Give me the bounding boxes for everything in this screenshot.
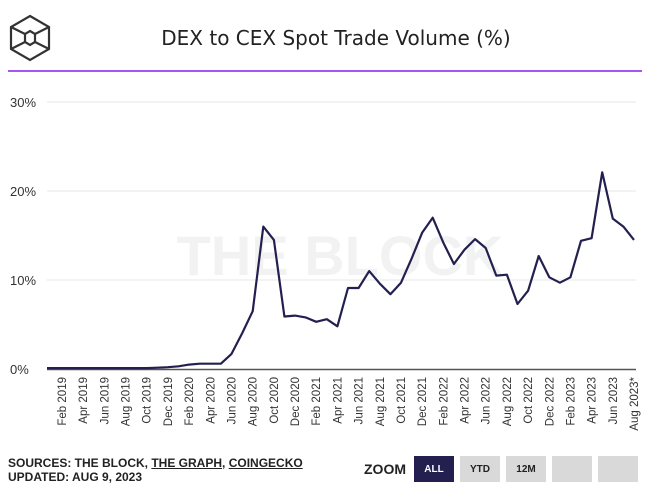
y-tick-label: 10%: [10, 273, 36, 288]
x-tick-label: Feb 2021: [311, 377, 323, 426]
x-tick-label: Oct 2021: [396, 377, 408, 424]
zoom-all-button[interactable]: ALL: [414, 456, 454, 482]
x-tick-label: Oct 2020: [269, 377, 281, 424]
zoom-button-5[interactable]: [598, 456, 638, 482]
chart-title: DEX to CEX Spot Trade Volume (%): [161, 26, 511, 50]
zoom-label: ZOOM: [364, 461, 406, 477]
source-link-the-graph[interactable]: THE GRAPH: [151, 456, 223, 470]
the-block-logo-icon: [9, 14, 51, 62]
zoom-controls: ZOOM ALL YTD 12M: [364, 456, 638, 482]
x-tick-label: Jun 2020: [226, 377, 238, 424]
x-tick-label: Jun 2023: [608, 377, 620, 424]
line-chart: THE BLOCK 0% 10% 20% 30% Feb 2019 Apr 2019 Jun …: [10, 95, 641, 431]
watermark: THE BLOCK: [177, 224, 504, 287]
x-tick-label: Feb 2022: [438, 377, 450, 426]
x-tick-label: Dec 2021: [417, 377, 429, 426]
x-tick-label: Aug 2023*: [629, 376, 641, 430]
x-tick-label: Aug 2021: [375, 377, 387, 426]
x-tick-label: Feb 2023: [565, 377, 577, 426]
x-tick-label: Feb 2019: [57, 377, 69, 426]
x-tick-label: Apr 2019: [78, 377, 90, 424]
y-tick-label: 20%: [10, 184, 36, 199]
zoom-button-4[interactable]: [552, 456, 592, 482]
x-tick-label: Apr 2020: [205, 377, 217, 424]
footer-sources: SOURCES: THE BLOCK, THE GRAPH, COINGECKO…: [8, 456, 303, 484]
x-tick-label: Dec 2019: [163, 377, 175, 426]
zoom-ytd-button[interactable]: YTD: [460, 456, 500, 482]
y-tick-label: 30%: [10, 95, 36, 110]
x-tick-label: Apr 2023: [587, 377, 599, 424]
x-tick-label: Oct 2022: [523, 377, 535, 424]
zoom-12m-button[interactable]: 12M: [506, 456, 546, 482]
x-tick-label: Apr 2021: [332, 377, 344, 424]
x-tick-label: Dec 2022: [544, 377, 556, 426]
source-link-coingecko[interactable]: COINGECKO: [228, 456, 303, 470]
x-tick-label: Oct 2019: [142, 377, 154, 424]
x-tick-label: Aug 2020: [248, 377, 260, 426]
updated-date: UPDATED: AUG 9, 2023: [8, 470, 143, 484]
sources-label: SOURCES: THE BLOCK,: [8, 456, 152, 470]
x-tick-label: Apr 2022: [460, 377, 472, 424]
series-line: [47, 171, 635, 370]
x-tick-label: Jun 2022: [481, 377, 493, 424]
y-tick-label: 0%: [10, 362, 29, 377]
title-divider: [8, 70, 642, 72]
x-tick-label: Jun 2019: [99, 377, 111, 424]
x-tick-label: Aug 2022: [502, 377, 514, 426]
x-tick-label: Feb 2020: [184, 377, 196, 426]
x-tick-label: Aug 2019: [121, 377, 133, 426]
x-tick-label: Dec 2020: [290, 377, 302, 426]
x-tick-label: Jun 2021: [354, 377, 366, 424]
